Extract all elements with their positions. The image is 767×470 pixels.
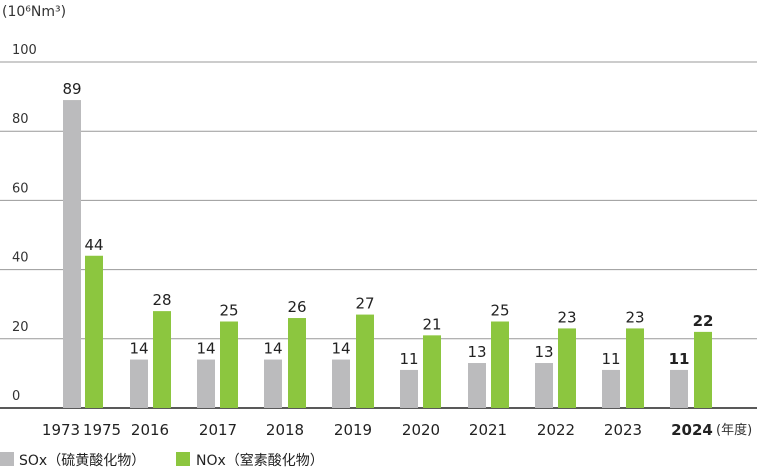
data-label-sox-2023: 11	[601, 350, 620, 368]
legend-swatch-nox	[176, 452, 190, 466]
data-label-nox-2019: 27	[355, 295, 374, 313]
legend-label-nox: NOx（窒素酸化物）	[196, 452, 324, 469]
x-tick-label-1975: 1975	[83, 421, 121, 439]
y-axis-ticks: 0 20 40 60 80 100	[12, 43, 37, 404]
x-tick-label-1973: 1973	[42, 421, 80, 439]
bars	[63, 100, 712, 408]
bar-sox-2021	[468, 363, 486, 408]
x-axis-suffix-label: (年度)	[716, 422, 752, 438]
x-tick-label-2023: 2023	[604, 421, 642, 439]
data-label-nox-2018: 26	[287, 298, 306, 316]
bar-nox-1975	[85, 255, 103, 408]
bar-sox-2019	[332, 359, 350, 408]
x-tick-label-2018: 2018	[266, 421, 304, 439]
x-tick-label-2020: 2020	[402, 421, 440, 439]
data-label-nox-2023: 23	[625, 308, 644, 326]
value-labels: 89 14 14 14 14 11 13 13 11 11 44 28 25 26 27 21 25 23 23 22	[62, 80, 713, 368]
bar-sox-2020	[400, 369, 418, 408]
legend-swatch-sox	[0, 452, 14, 466]
data-label-sox-2018: 14	[263, 340, 282, 358]
bar-sox-2017	[197, 359, 215, 408]
bar-sox-2022	[535, 363, 553, 408]
bar-nox-2020	[423, 335, 441, 408]
y-tick-label: 20	[12, 320, 29, 335]
x-tick-label-2021: 2021	[469, 421, 507, 439]
data-label-nox-2024: 22	[693, 312, 714, 330]
data-label-sox-2020: 11	[399, 350, 418, 368]
bar-nox-2018	[288, 318, 306, 408]
data-label-nox-2016: 28	[152, 291, 171, 309]
data-label-nox-2021: 25	[490, 302, 509, 320]
data-label-nox-2022: 23	[557, 308, 576, 326]
y-tick-label: 40	[12, 251, 29, 266]
bar-nox-2021	[491, 321, 509, 408]
data-label-sox-2024: 11	[669, 350, 690, 368]
legend-label-sox: SOx（硫黄酸化物）	[19, 452, 145, 469]
bar-nox-2023	[626, 328, 644, 408]
x-tick-label-2024: 2024	[671, 421, 713, 439]
data-label-sox-1973: 89	[62, 80, 81, 98]
data-label-sox-2019: 14	[331, 340, 350, 358]
bar-nox-2022	[558, 328, 576, 408]
data-label-sox-2017: 14	[196, 340, 215, 358]
bar-sox-2018	[264, 359, 282, 408]
bar-nox-2016	[153, 311, 171, 408]
x-axis-ticks: 1973 1975 2016 2017 2018 2019 2020 2021 2022 2023…	[42, 421, 713, 439]
legend: SOx（硫黄酸化物） NOx（窒素酸化物）	[0, 452, 324, 469]
bar-nox-2019	[356, 314, 374, 408]
y-tick-label: 0	[12, 389, 20, 404]
y-tick-label: 80	[12, 112, 29, 127]
bar-nox-2024	[694, 331, 712, 408]
bar-sox-2023	[602, 369, 620, 408]
data-label-nox-1975: 44	[84, 236, 103, 254]
bar-sox-1973	[63, 100, 81, 408]
y-axis-unit-label: (10⁶Nm³)	[2, 4, 66, 20]
x-tick-label-2019: 2019	[334, 421, 372, 439]
data-label-sox-2016: 14	[129, 340, 148, 358]
x-tick-label-2017: 2017	[199, 421, 237, 439]
y-tick-label: 60	[12, 181, 29, 196]
bar-nox-2017	[220, 321, 238, 408]
x-tick-label-2022: 2022	[537, 421, 575, 439]
data-label-sox-2021: 13	[467, 343, 486, 361]
data-label-nox-2020: 21	[422, 315, 441, 333]
x-tick-label-2016: 2016	[131, 421, 169, 439]
data-label-sox-2022: 13	[534, 343, 553, 361]
bar-sox-2024	[670, 369, 688, 408]
bar-sox-2016	[130, 359, 148, 408]
y-tick-label: 100	[12, 43, 37, 58]
data-label-nox-2017: 25	[219, 302, 238, 320]
